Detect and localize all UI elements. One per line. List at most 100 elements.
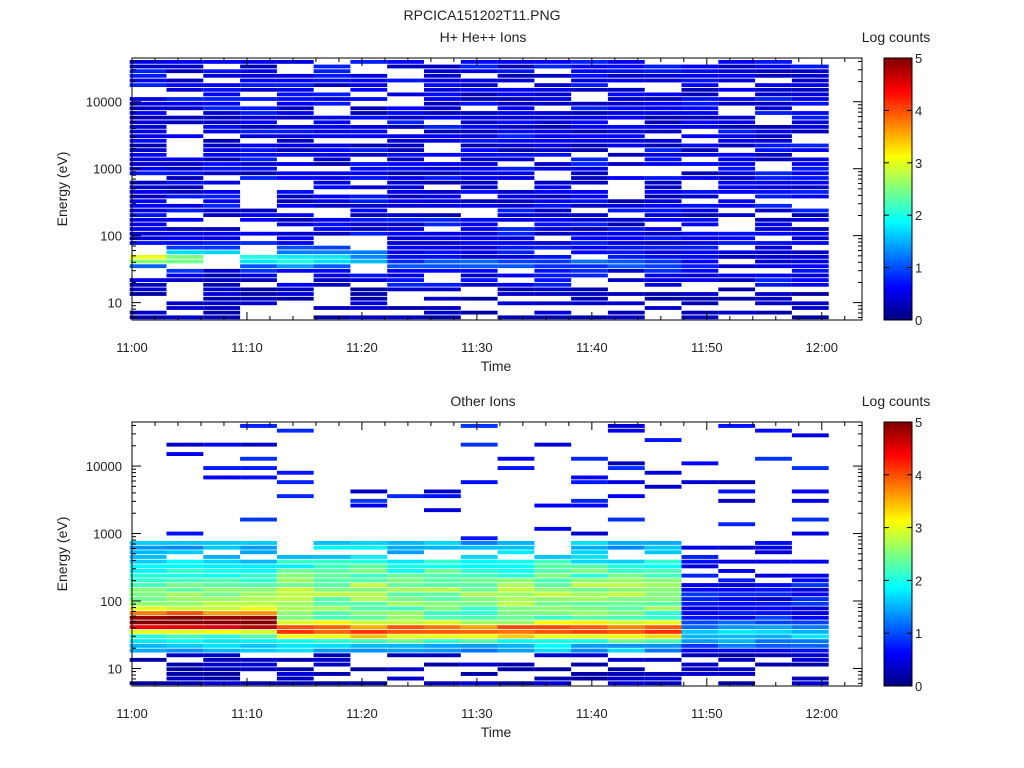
- heatmap-cell: [644, 69, 682, 74]
- heatmap-cell: [240, 106, 277, 111]
- heatmap-cell: [755, 69, 792, 74]
- heatmap-cell: [607, 106, 645, 111]
- heatmap-cell: [424, 629, 461, 634]
- heatmap-cell: [313, 134, 351, 139]
- heatmap-cell: [313, 185, 351, 190]
- heatmap-cell: [166, 78, 204, 83]
- heatmap-cell: [534, 129, 572, 134]
- heatmap-cell: [791, 292, 829, 296]
- heatmap-cell: [534, 287, 572, 292]
- heatmap-cell: [424, 203, 461, 208]
- heatmap-cell: [497, 625, 535, 630]
- heatmap-cell: [718, 69, 756, 74]
- heatmap-cell: [644, 250, 682, 255]
- heatmap-cell: [607, 268, 645, 273]
- heatmap-cell: [203, 250, 241, 255]
- heatmap-cell: [129, 138, 167, 143]
- heatmap-cell: [497, 564, 535, 569]
- heatmap-cell: [718, 152, 756, 157]
- heatmap-cell: [497, 217, 535, 222]
- heatmap-cell: [240, 111, 277, 115]
- heatmap-cell: [755, 273, 792, 278]
- heatmap-cell: [755, 208, 792, 213]
- heatmap-cell: [166, 157, 204, 162]
- heatmap-cell: [166, 208, 204, 213]
- heatmap-cell: [681, 564, 719, 569]
- heatmap-cell: [755, 171, 792, 176]
- heatmap-cell: [460, 231, 498, 236]
- heatmap-cell: [129, 545, 167, 550]
- heatmap-cell: [791, 250, 829, 255]
- heatmap-cell: [681, 615, 719, 620]
- heatmap-cell: [718, 287, 756, 292]
- heatmap-cell: [129, 278, 167, 282]
- heatmap-cell: [350, 148, 388, 152]
- heatmap-cell: [534, 310, 572, 315]
- heatmap-cell: [350, 213, 388, 217]
- heatmap-cell: [718, 625, 756, 630]
- heatmap-cell: [166, 106, 204, 111]
- heatmap-cell: [460, 278, 498, 282]
- heatmap-cell: [424, 489, 461, 494]
- heatmap-cell: [240, 264, 277, 269]
- heatmap-cell: [240, 625, 277, 630]
- heatmap-cell: [313, 606, 351, 611]
- heatmap-cell: [129, 629, 167, 634]
- colorbar-tick-label: 5: [915, 51, 922, 66]
- heatmap-cell: [313, 143, 351, 148]
- heatmap-cell: [276, 134, 314, 139]
- heatmap-cell: [791, 601, 829, 606]
- heatmap-cell: [644, 208, 682, 213]
- heatmap-cell: [387, 190, 424, 194]
- heatmap-cell: [313, 555, 351, 559]
- heatmap-cell: [387, 222, 424, 227]
- heatmap-cell: [203, 101, 241, 106]
- heatmap-cell: [534, 255, 572, 259]
- heatmap-cell: [571, 315, 608, 320]
- heatmap-cell: [276, 231, 314, 236]
- heatmap-cell: [755, 129, 792, 134]
- heatmap-cell: [313, 629, 351, 634]
- heatmap-cell: [387, 615, 424, 620]
- heatmap-cell: [313, 231, 351, 236]
- heatmap-cell: [497, 601, 535, 606]
- heatmap-cell: [166, 648, 204, 653]
- heatmap-cell: [718, 199, 756, 204]
- y-tick-label: 1000: [93, 162, 122, 177]
- colorbar: 0 1 2 3 4 5 Log counts: [862, 393, 931, 694]
- heatmap-cell: [129, 231, 167, 236]
- heatmap-cell: [350, 292, 388, 296]
- heatmap-cell: [240, 564, 277, 569]
- heatmap-cell: [534, 643, 572, 648]
- heatmap-cell: [203, 111, 241, 115]
- heatmap-cell: [350, 564, 388, 569]
- heatmap-cell: [681, 101, 719, 106]
- heatmap-cell: [166, 176, 204, 180]
- heatmap-cell: [791, 227, 829, 231]
- heatmap-cell: [276, 573, 314, 578]
- heatmap-cell: [644, 639, 682, 644]
- heatmap-cell: [497, 287, 535, 292]
- heatmap-cell: [534, 681, 572, 686]
- heatmap-cell: [240, 648, 277, 653]
- heatmap-cell: [276, 601, 314, 606]
- heatmap-cell: [313, 662, 351, 667]
- heatmap-cell: [755, 550, 792, 555]
- heatmap-cell: [350, 559, 388, 564]
- heatmap-cell: [240, 301, 277, 306]
- heatmap-cell: [607, 592, 645, 597]
- heatmap-cell: [497, 190, 535, 194]
- heatmap-cell: [129, 287, 167, 292]
- heatmap-cell: [534, 120, 572, 125]
- heatmap-cell: [460, 273, 498, 278]
- heatmap-cell: [681, 134, 719, 139]
- heatmap-cell: [755, 629, 792, 634]
- heatmap-cell: [350, 541, 388, 545]
- heatmap-cell: [460, 583, 498, 587]
- heatmap-cell: [129, 236, 167, 241]
- heatmap-cell: [644, 470, 682, 475]
- heatmap-cell: [534, 292, 572, 296]
- heatmap-cell: [240, 475, 277, 480]
- heatmap-cell: [791, 634, 829, 639]
- heatmap-cell: [755, 83, 792, 87]
